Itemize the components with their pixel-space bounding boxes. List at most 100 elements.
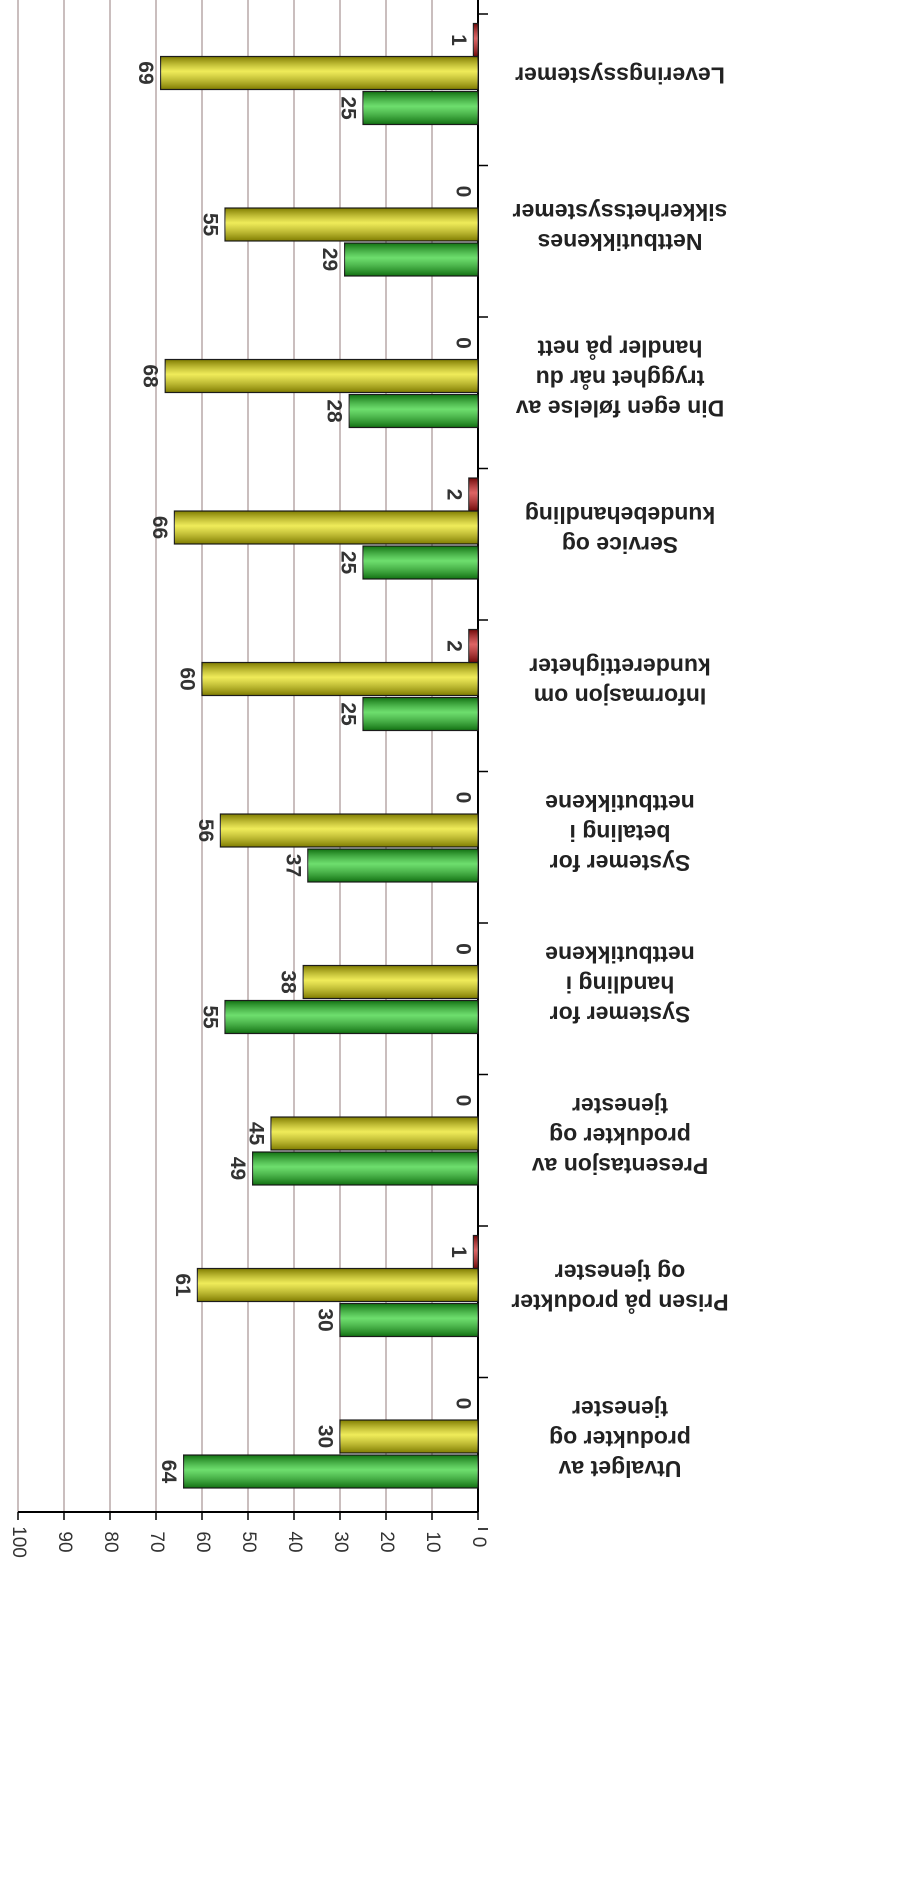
category-line: Utvalget av xyxy=(558,1456,681,1482)
bar xyxy=(468,477,479,512)
bar-shade xyxy=(468,629,478,663)
bar-shade xyxy=(165,359,478,393)
bar xyxy=(339,1302,479,1338)
value-label: 1 xyxy=(447,34,470,46)
bar xyxy=(362,90,479,126)
value-label: 0 xyxy=(451,1095,474,1107)
value-label: 60 xyxy=(175,667,198,690)
bar xyxy=(201,661,479,697)
category-line: Service og xyxy=(562,532,678,558)
value-label: 0 xyxy=(451,1398,474,1410)
category-line: trygghet når du xyxy=(536,365,705,391)
category-line: Informasjon om xyxy=(534,683,707,709)
x-tick-label: 30 xyxy=(330,1531,351,1552)
x-tick-label: 40 xyxy=(284,1531,305,1552)
category-label: Informasjon om kunderettigheter xyxy=(529,653,711,709)
value-label: 55 xyxy=(198,1005,221,1029)
bar-shade xyxy=(349,394,478,428)
category-line: Presentasjon av xyxy=(532,1153,709,1179)
category-label: Din egen følelse av trygghet når du handle… xyxy=(516,335,725,421)
bar-shade xyxy=(225,1000,478,1034)
category-label: Prisen på produkter og tjenester xyxy=(511,1259,728,1315)
bar-shade xyxy=(340,1303,478,1337)
value-label: 45 xyxy=(244,1122,267,1146)
category-line: tjenester xyxy=(572,1396,668,1422)
bar xyxy=(348,393,479,429)
value-label: 30 xyxy=(313,1425,336,1448)
category-line: produkter og xyxy=(549,1123,691,1149)
bar-shade xyxy=(252,1152,478,1185)
bar xyxy=(307,848,479,883)
value-label: 69 xyxy=(134,61,157,84)
value-label: 64 xyxy=(157,1460,180,1484)
category-line: sikkerhetssystemer xyxy=(513,199,728,225)
value-label: 49 xyxy=(226,1157,249,1180)
bar xyxy=(173,510,479,545)
value-label: 25 xyxy=(336,702,359,726)
value-label: 66 xyxy=(148,516,171,539)
value-label: 55 xyxy=(198,213,221,237)
value-label: 2 xyxy=(442,640,465,652)
bar-shade xyxy=(344,243,478,276)
category-line: og tjenester xyxy=(555,1259,685,1285)
category-label: Leveringssystemer xyxy=(515,62,725,88)
value-label: 0 xyxy=(451,186,474,198)
bar-shade xyxy=(473,1235,478,1269)
category-label: Systemer for betaling i nettbutikkene xyxy=(545,790,695,876)
category-line: Systemer for xyxy=(550,1001,691,1027)
category-label: Service og kundebehandling xyxy=(525,502,715,558)
value-label: 37 xyxy=(281,854,304,877)
bar xyxy=(196,1267,479,1303)
bar xyxy=(472,22,479,58)
category-line: produkter og xyxy=(549,1426,691,1452)
bar xyxy=(224,207,479,242)
category-line: handler på nett xyxy=(537,335,702,361)
x-tick-label: 90 xyxy=(54,1531,75,1552)
bar xyxy=(219,813,479,848)
value-label: 25 xyxy=(336,551,359,575)
bar-shade xyxy=(225,208,478,241)
x-tick-label: 0 xyxy=(468,1537,489,1548)
x-tick-label: 80 xyxy=(100,1531,121,1552)
bar xyxy=(302,964,479,1000)
bar xyxy=(224,999,479,1035)
x-tick-label: 100 xyxy=(8,1526,29,1558)
value-label: 2 xyxy=(442,489,465,501)
category-label: Utvalget av produkter og tjenester xyxy=(549,1396,691,1482)
bar xyxy=(164,358,479,394)
category-line: handling i xyxy=(566,971,675,997)
category-line: kunderettigheter xyxy=(529,653,711,679)
category-line: kundebehandling xyxy=(525,502,715,528)
category-line: nettbutikkene xyxy=(545,941,695,967)
bar-shade xyxy=(468,478,478,511)
bar xyxy=(362,545,479,580)
category-line: Leveringssystemer xyxy=(515,62,725,88)
category-line: betaling i xyxy=(570,820,671,846)
category-label: Systemer for handling i nettbutikkene xyxy=(545,941,695,1027)
bar-shade xyxy=(202,662,478,696)
value-label: 0 xyxy=(451,943,474,955)
category-label: Presentasjon av produkter og tjenester xyxy=(532,1093,709,1179)
value-label: 25 xyxy=(336,96,359,120)
value-label: 28 xyxy=(323,399,346,423)
bar-shade xyxy=(197,1268,478,1302)
bar-shade xyxy=(174,511,478,544)
category-line: Nettbutikkenes xyxy=(538,229,703,255)
value-label: 68 xyxy=(139,364,162,388)
category-line: Systemer for xyxy=(550,850,691,876)
bar-shade xyxy=(160,56,478,90)
bar xyxy=(339,1419,479,1454)
x-tick-label: 60 xyxy=(192,1531,213,1552)
bar-shade xyxy=(220,814,478,847)
x-tick-label: 10 xyxy=(422,1531,443,1552)
category-line: nettbutikkene xyxy=(545,790,695,816)
value-label: 29 xyxy=(318,248,341,271)
value-label: 61 xyxy=(171,1273,194,1297)
category-line: Prisen på produkter xyxy=(511,1289,728,1315)
x-tick-label: 50 xyxy=(238,1531,259,1552)
bar xyxy=(468,628,479,664)
value-label: 56 xyxy=(194,819,217,842)
bar xyxy=(344,242,479,277)
bar-shade xyxy=(183,1455,478,1488)
